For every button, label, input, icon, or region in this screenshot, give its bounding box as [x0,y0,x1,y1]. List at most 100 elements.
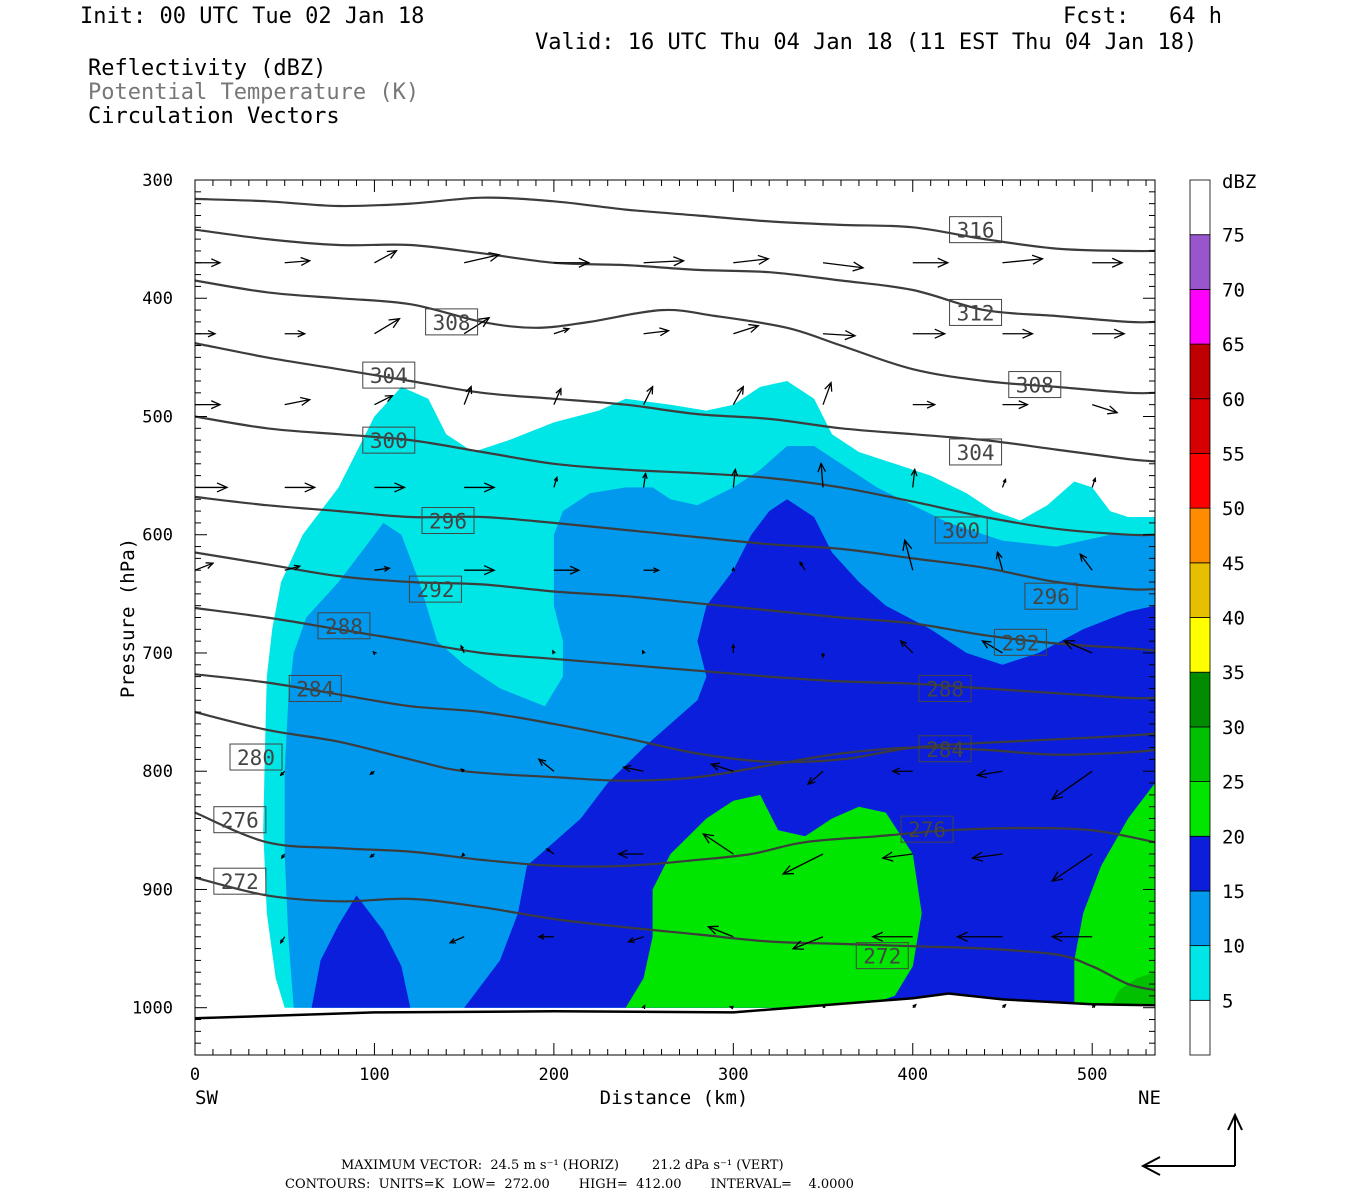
colorbar-swatch [1189,343,1211,400]
valid-time: Valid: 16 UTC Thu 04 Jan 18 (11 EST Thu … [535,30,1198,55]
max-vector-key [1140,1112,1243,1176]
colorbar-swatch [1189,726,1211,782]
circulation-vector [912,257,950,268]
circulation-vector [369,770,375,776]
contour-label-text: 272 [863,945,901,969]
circulation-vector [622,764,644,773]
circulation-vector [1001,477,1007,488]
y-tick-label: 900 [142,880,173,900]
circulation-vector [374,482,407,493]
y-tick-label: 800 [142,762,173,782]
contour-label-text: 296 [1032,585,1070,609]
circulation-vector [871,931,913,942]
theta-contour-272 [195,876,1155,992]
circulation-vector [643,567,661,574]
colorbar-label: 70 [1222,279,1245,301]
circulation-vector [981,640,1003,654]
colorbar-label: 25 [1222,772,1245,794]
circulation-vector [369,853,375,858]
circulation-vector [975,769,1003,779]
colorbar-label: 30 [1222,717,1245,739]
circulation-vector [537,933,554,940]
x-tick-label: 300 [718,1065,749,1085]
circulation-vector [284,482,317,493]
circulation-vector [464,565,496,576]
circulation-vector [195,562,215,571]
contour-label-text: 284 [296,677,334,701]
contour-label-text: 304 [370,364,408,388]
circulation-vector [1050,853,1093,882]
circulation-vector [460,644,465,654]
y-tick-labels: 300 400 500 600 700 800 900 1000 [132,171,173,1019]
contour-label: 308 [1008,371,1062,399]
reflectivity-region-15dbz [311,895,411,1008]
circulation-vector [733,254,770,265]
contour-label-text: 308 [433,311,471,335]
max-vector-arrow [1140,1112,1243,1176]
theta-contour-296 [195,495,1155,591]
colorbar-label: 5 [1222,990,1233,1012]
theta-contour-308 [195,279,1155,395]
contour-label-text: 276 [908,818,946,842]
circulation-vector [627,936,644,944]
circulation-vector [891,767,913,775]
field-circulation: Circulation Vectors [88,104,340,129]
circulation-vector [1091,476,1097,488]
reflectivity-region-15dbz [464,499,1155,1008]
colorbar-swatch [1189,453,1211,509]
colorbar-label: 50 [1222,498,1245,520]
contour-label: 296 [1024,582,1078,610]
colorbar-swatch [1189,835,1211,892]
circulation-vector [463,316,491,335]
x-tick-label: 400 [897,1065,928,1085]
x-tick-labels: 0 100 200 300 400 500 [190,1065,1108,1085]
contour-label: 312 [949,298,1003,326]
contour-label-text: 292 [1001,631,1039,655]
colorbar-swatch [1189,671,1211,728]
circulation-vector [702,833,734,855]
circulation-vector [1091,404,1119,415]
contours-info-line: CONTOURS: UNITS=K LOW= 272.00 HIGH= 412.… [285,1177,854,1192]
circulation-vector [195,652,196,654]
circulation-vector [284,256,312,266]
contour-label: 276 [213,806,267,834]
colorbar-unit: dBZ [1222,171,1256,193]
field-theta: Potential Temperature (K) [88,80,420,105]
colorbar-label: 20 [1222,826,1245,848]
circulation-vector [553,387,562,405]
reflectivity-region-20dbz [1074,783,1155,1008]
circulation-vector [791,936,824,950]
y-tick-label: 1000 [132,999,173,1019]
contour-label: 304 [362,361,416,389]
y-tick-label: 600 [142,526,173,546]
contour-label: 304 [949,438,1003,466]
y-tick-label: 400 [142,289,173,309]
reflectivity-region-25dbz [1110,972,1155,1008]
circulation-vector [1002,254,1045,265]
circulation-vector [279,936,286,945]
circulation-vector [553,475,559,488]
circulation-vector [374,250,398,264]
colorbar-swatch [1189,999,1211,1056]
colorbar-label: 35 [1222,662,1245,684]
contour-label: 288 [317,612,371,640]
contour-label-text: 272 [221,870,259,894]
circulation-vector [1062,640,1093,654]
x-tick-label: 200 [539,1065,570,1085]
x-end-label-sw: SW [195,1087,218,1109]
contour-label: 276 [900,815,954,843]
y-axis-title: Pressure (hPa) [117,538,139,698]
colorbar: 5 10 15 20 25 30 35 40 45 50 55 60 65 70 75 [1189,179,1245,1056]
contour-label: 280 [229,743,283,771]
circulation-vector [374,565,392,572]
circulation-vector [643,327,671,337]
theta-contour-280 [195,711,1155,782]
circulation-vector [464,482,496,493]
circulation-vector [642,471,648,488]
circulation-vector [374,317,401,335]
theta-contour-316 [195,196,1155,253]
axis-ticks [194,179,1155,1056]
circulation-vector [806,770,824,786]
circulation-vector [912,1003,917,1009]
